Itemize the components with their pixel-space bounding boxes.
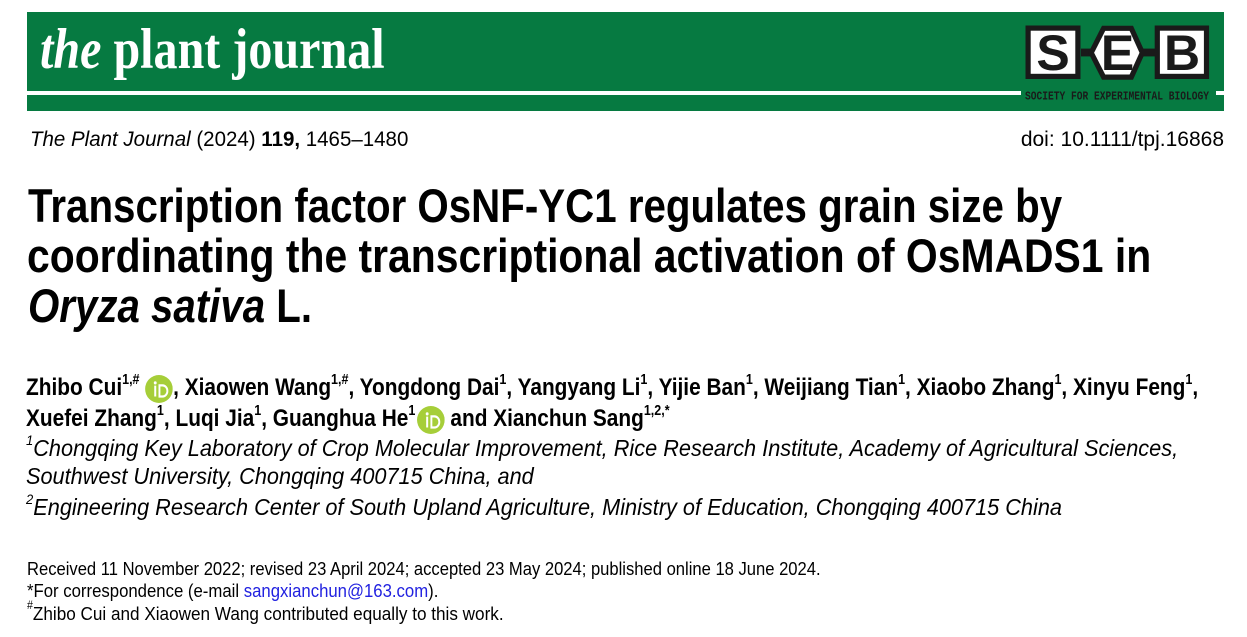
svg-text:S: S	[1036, 25, 1069, 81]
svg-text:B: B	[1164, 25, 1200, 81]
svg-text:E: E	[1101, 25, 1134, 81]
svg-text:SOCIETY FOR EXPERIMENTAL BIOLO: SOCIETY FOR EXPERIMENTAL BIOLOGY	[1025, 90, 1209, 103]
